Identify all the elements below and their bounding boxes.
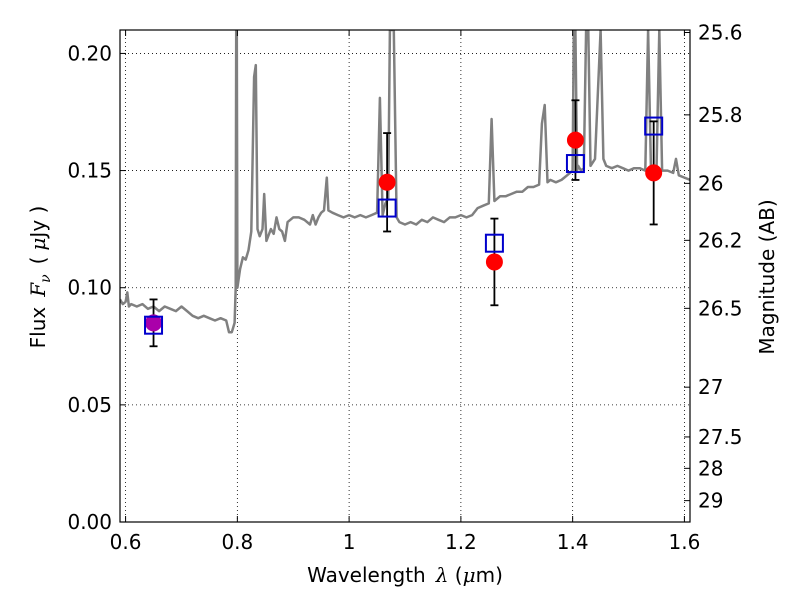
x-tick-label: 0.8: [221, 530, 253, 554]
y2-axis-title: Magnitude (AB): [755, 199, 779, 354]
x-axis-title: Wavelength λ (μm): [307, 563, 503, 587]
y-axis: 0.00 0.05 0.10 0.15 0.20: [67, 41, 126, 534]
y-axis-title: FluxFν(μJy ): [26, 206, 54, 349]
model-photometry-square: [644, 116, 664, 136]
photometry-point: [645, 164, 663, 182]
y2-tick-label: 26: [698, 171, 723, 195]
y2-tick-label: 25.8: [698, 103, 743, 127]
model-photometry-square: [377, 198, 397, 218]
y2-tick-label: 27.5: [698, 425, 743, 449]
y2-axis: 25.6 25.8 26 26.2 26.5 27 27.5 28 29: [684, 21, 743, 513]
model-photometry-square: [144, 315, 164, 335]
y2-tick-label: 25.6: [698, 21, 743, 45]
x-tick-label: 1.4: [557, 530, 589, 554]
y2-tick-label: 27: [698, 375, 723, 399]
x-tick-label: 1: [343, 530, 356, 554]
x-tick-label: 1.6: [669, 530, 701, 554]
square-layer: [144, 116, 664, 335]
x-axis: 0.6 0.8 1 1.2 1.4 1.6: [110, 30, 701, 554]
y2-tick-label: 26.2: [698, 228, 743, 252]
point-layer: [145, 131, 663, 332]
y-tick-label: 0.10: [67, 276, 112, 300]
photometry-point: [485, 253, 503, 271]
y2-tick-label: 29: [698, 489, 723, 513]
plot-frame: [119, 29, 691, 523]
model-photometry-square: [565, 154, 585, 174]
photometry-point: [378, 173, 396, 191]
y-tick-label: 0.15: [67, 159, 112, 183]
y2-tick-label: 28: [698, 456, 723, 480]
grid: [120, 30, 690, 522]
y-tick-label: 0.00: [67, 510, 112, 534]
model-photometry-square: [484, 233, 504, 253]
y-tick-label: 0.20: [67, 41, 112, 65]
x-tick-label: 1.2: [445, 530, 477, 554]
x-tick-label: 0.6: [110, 530, 142, 554]
y-tick-label: 0.05: [67, 393, 112, 417]
y2-tick-label: 26.5: [698, 296, 743, 320]
photometry-point: [566, 131, 584, 149]
